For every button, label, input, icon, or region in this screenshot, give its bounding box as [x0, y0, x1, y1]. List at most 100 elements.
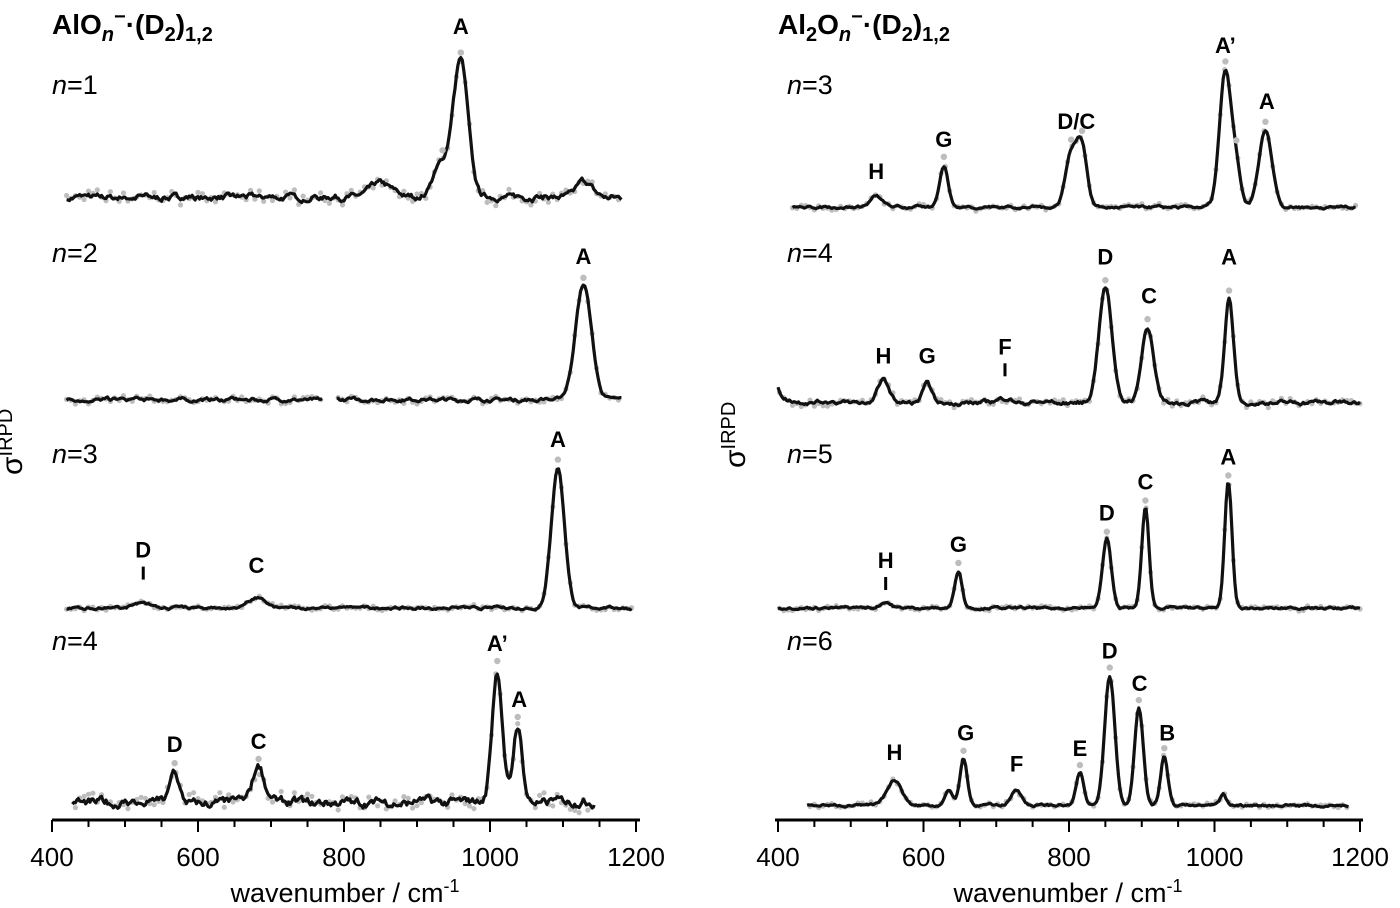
raw-data-point	[401, 794, 407, 800]
raw-data-point	[820, 403, 826, 409]
raw-data-point	[467, 803, 473, 809]
spectrum-line	[336, 283, 622, 405]
peak-label: A	[550, 427, 566, 452]
peak-label: B	[1159, 720, 1175, 745]
x-tick-label: 400	[756, 842, 799, 872]
peak-label: G	[957, 720, 974, 745]
raw-data-point	[410, 805, 416, 811]
peak-label: D	[1097, 245, 1113, 270]
spectrum-label: n=5	[787, 439, 833, 469]
spectrum-label: n=4	[52, 626, 98, 656]
raw-data-point	[230, 799, 236, 805]
raw-data-point	[392, 798, 398, 804]
raw-data-point	[160, 799, 166, 806]
raw-data-point	[199, 191, 205, 197]
raw-data-point	[515, 721, 521, 727]
peak-label: G	[935, 127, 952, 152]
raw-data-point	[90, 790, 96, 796]
raw-data-point	[405, 795, 411, 801]
raw-data-point	[261, 198, 267, 204]
raw-data-points	[64, 283, 622, 407]
peak-top-point	[554, 456, 562, 463]
peak-top-point	[1222, 58, 1229, 65]
raw-data-point	[339, 794, 346, 800]
raw-data-point	[339, 202, 346, 208]
raw-data-point	[85, 791, 92, 797]
raw-data-point	[177, 202, 184, 208]
peak-label: F	[998, 334, 1011, 359]
raw-data-point	[256, 188, 262, 194]
peak-top-point	[1142, 497, 1149, 504]
peak-label: A	[1259, 89, 1275, 114]
spectrum-label: n=6	[787, 626, 833, 656]
raw-data-point	[824, 403, 831, 409]
raw-data-point	[811, 403, 818, 409]
x-tick-label: 600	[176, 842, 219, 872]
spectrum-line	[66, 467, 633, 612]
peak-label: A’	[487, 631, 508, 656]
spectrum-line	[806, 675, 1349, 809]
peak-top-point	[580, 274, 587, 281]
peak-top-point	[940, 153, 948, 160]
peak-top-point	[1106, 664, 1113, 671]
raw-data-point	[291, 187, 297, 193]
raw-data-point	[572, 807, 578, 814]
spectrum-label: n=3	[787, 70, 833, 100]
x-tick-label: 1000	[1186, 842, 1244, 872]
raw-data-point	[151, 189, 157, 196]
raw-data-point	[142, 795, 148, 801]
peak-top-point	[1262, 118, 1269, 126]
spectrum-label: n=2	[52, 238, 98, 268]
peak-top-point	[1102, 277, 1109, 284]
raw-data-point	[1265, 405, 1271, 411]
raw-data-point	[85, 188, 92, 194]
raw-data-point	[545, 199, 552, 205]
peak-label: H	[878, 548, 894, 573]
left-y-axis-label: σIRPD	[0, 409, 29, 475]
left-panel-title: AlOn−·(D2)1,2	[52, 6, 213, 46]
peak-label: C	[248, 553, 264, 578]
peak-label: A	[511, 687, 527, 712]
peak-top-point	[255, 755, 262, 763]
raw-data-point	[191, 790, 197, 796]
peak-top-point	[1225, 472, 1232, 479]
raw-data-point	[375, 803, 381, 809]
raw-data-point	[348, 187, 354, 193]
peak-label: G	[950, 532, 967, 557]
peak-label: E	[1073, 736, 1088, 761]
peak-top-point	[514, 713, 521, 721]
peak-top-point	[1233, 137, 1240, 144]
peak-top-point	[1225, 287, 1233, 294]
raw-data-point	[107, 189, 113, 195]
peak-label: C	[251, 729, 267, 754]
peak-label: D	[135, 538, 151, 563]
raw-data-point	[326, 200, 332, 206]
raw-data-point	[541, 790, 547, 796]
peak-label: D/C	[1057, 109, 1095, 134]
spectrum-label: n=3	[52, 439, 98, 469]
raw-data-point	[576, 810, 582, 816]
raw-data-point	[195, 796, 201, 802]
right-x-axis-label: wavenumber / cm-1	[952, 876, 1182, 908]
peak-label: G	[919, 343, 936, 368]
raw-data-point	[304, 791, 311, 797]
peak-top-point	[955, 559, 962, 567]
peak-top-point	[171, 760, 178, 767]
spectrum-line	[71, 672, 596, 810]
spectrum-line	[65, 395, 323, 404]
raw-data-point	[226, 792, 232, 798]
raw-data-point	[789, 402, 796, 408]
x-tick-label: 800	[322, 842, 365, 872]
peak-top-point	[1103, 528, 1111, 535]
peak-label: F	[1010, 752, 1023, 777]
peak-top-point	[1067, 136, 1075, 143]
spectrum-label: n=1	[52, 70, 98, 100]
raw-data-point	[278, 788, 284, 795]
raw-data-point	[72, 401, 78, 407]
peak-top-point	[439, 147, 446, 154]
peak-top-point	[1161, 745, 1168, 752]
peak-label: H	[876, 343, 892, 368]
peak-label: A’	[1215, 33, 1236, 58]
x-tick-label: 800	[1047, 842, 1090, 872]
